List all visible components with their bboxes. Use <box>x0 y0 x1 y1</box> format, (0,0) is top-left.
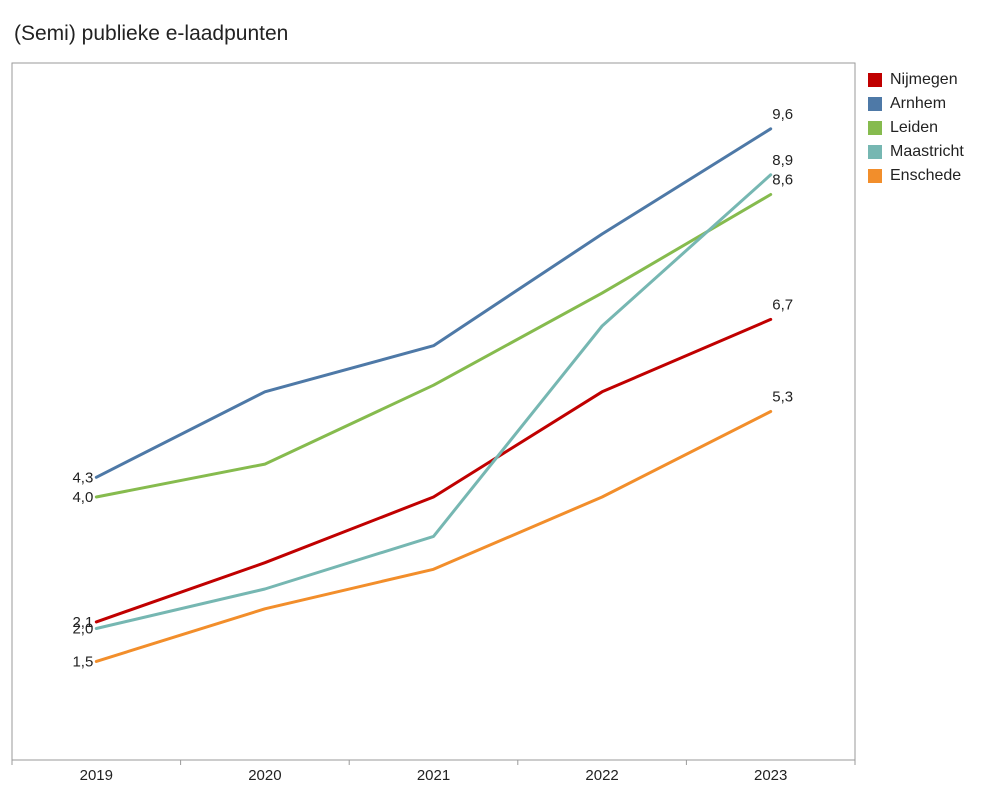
x-tick-label: 2020 <box>248 767 281 784</box>
data-label-start: 2,0 <box>72 620 93 637</box>
legend-swatch <box>868 121 882 135</box>
legend-swatch <box>868 169 882 183</box>
data-label-start: 2,1 <box>72 614 93 631</box>
plot-frame <box>11 62 856 761</box>
legend-label: Leiden <box>890 119 939 136</box>
legend-item: Arnhem <box>868 92 964 116</box>
x-tick-label: 2021 <box>417 767 450 784</box>
data-label-end: 6,7 <box>772 296 793 313</box>
chart-title: (Semi) publieke e-laadpunten <box>14 22 289 45</box>
legend-label: Enschede <box>890 167 962 184</box>
data-label-start: 4,0 <box>72 489 93 506</box>
legend-item: Leiden <box>868 116 964 140</box>
series-line-nijmegen <box>94 317 773 624</box>
data-label-start: 4,3 <box>72 469 93 486</box>
data-label-start: 1,5 <box>72 653 93 670</box>
data-label-end: 8,6 <box>772 172 793 189</box>
legend-item: Nijmegen <box>868 68 964 92</box>
legend-label: Nijmegen <box>890 71 958 88</box>
data-label-end: 9,6 <box>772 106 793 123</box>
data-label-end: 5,3 <box>772 389 793 406</box>
x-tick-label: 2022 <box>585 767 618 784</box>
legend-item: Maastricht <box>868 140 964 164</box>
series-line-leiden <box>94 193 773 499</box>
series-line-arnhem <box>94 127 773 479</box>
legend: Nijmegen Arnhem Leiden Maastricht Enschede <box>868 68 964 188</box>
legend-swatch <box>868 73 882 87</box>
legend-label: Maastricht <box>890 143 964 160</box>
legend-swatch <box>868 97 882 111</box>
legend-swatch <box>868 145 882 159</box>
legend-item: Enschede <box>868 164 964 188</box>
series-line-maastricht <box>94 173 773 630</box>
legend-label: Arnhem <box>890 95 947 112</box>
series-line-enschede <box>94 410 773 663</box>
x-tick-label: 2019 <box>80 767 113 784</box>
x-tick-label: 2023 <box>754 767 787 784</box>
data-label-end: 8,9 <box>772 152 793 169</box>
